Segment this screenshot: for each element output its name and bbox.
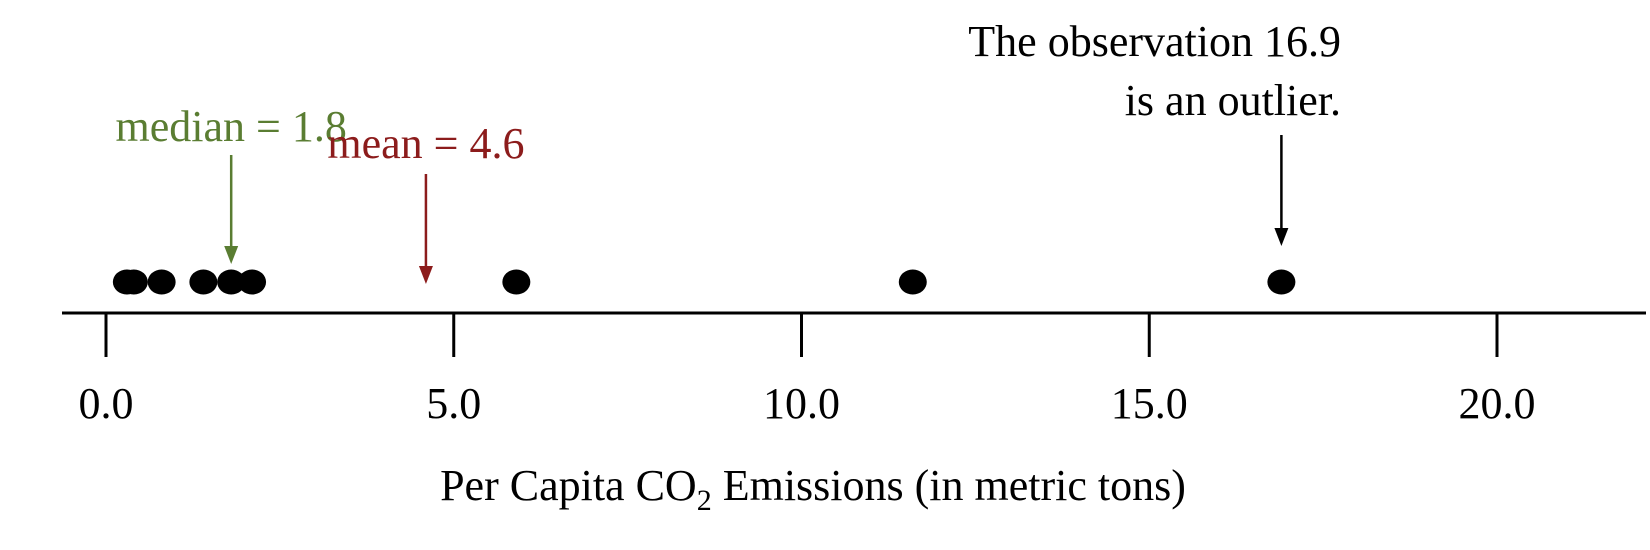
- data-point: [238, 269, 267, 295]
- x-axis-label-rest: Emissions (in metric tons): [712, 461, 1186, 510]
- data-points: [112, 269, 1296, 295]
- median-arrow-head: [224, 246, 239, 264]
- x-tick-label: 20.0: [1459, 379, 1536, 428]
- data-point: [1267, 269, 1296, 295]
- x-axis-label-main: Per Capita CO: [440, 461, 697, 510]
- outlier-annotation: The observation 16.9 is an outlier.: [968, 17, 1341, 246]
- mean-annotation: mean = 4.6: [327, 119, 524, 284]
- x-axis-ticks: 0.0 5.0 10.0 15.0 20.0: [79, 313, 1536, 428]
- data-point: [898, 269, 927, 295]
- data-point: [502, 269, 531, 295]
- mean-arrow-head: [418, 266, 433, 284]
- data-point: [147, 269, 176, 295]
- median-label: median = 1.8: [116, 102, 347, 151]
- data-point: [189, 269, 218, 295]
- outlier-arrow-head: [1274, 228, 1289, 246]
- outlier-label: The observation 16.9: [968, 17, 1341, 66]
- x-axis-label: Per Capita CO2 Emissions (in metric tons…: [440, 461, 1186, 517]
- outlier-label: is an outlier.: [1125, 76, 1341, 125]
- x-tick-label: 10.0: [763, 379, 840, 428]
- median-annotation: median = 1.8: [116, 102, 347, 264]
- x-axis-label-subscript: 2: [697, 484, 712, 517]
- x-tick-label: 15.0: [1111, 379, 1188, 428]
- mean-label: mean = 4.6: [327, 119, 524, 168]
- x-tick-label: 5.0: [426, 379, 481, 428]
- data-point: [217, 269, 246, 295]
- data-point: [119, 269, 148, 295]
- x-tick-label: 0.0: [79, 379, 134, 428]
